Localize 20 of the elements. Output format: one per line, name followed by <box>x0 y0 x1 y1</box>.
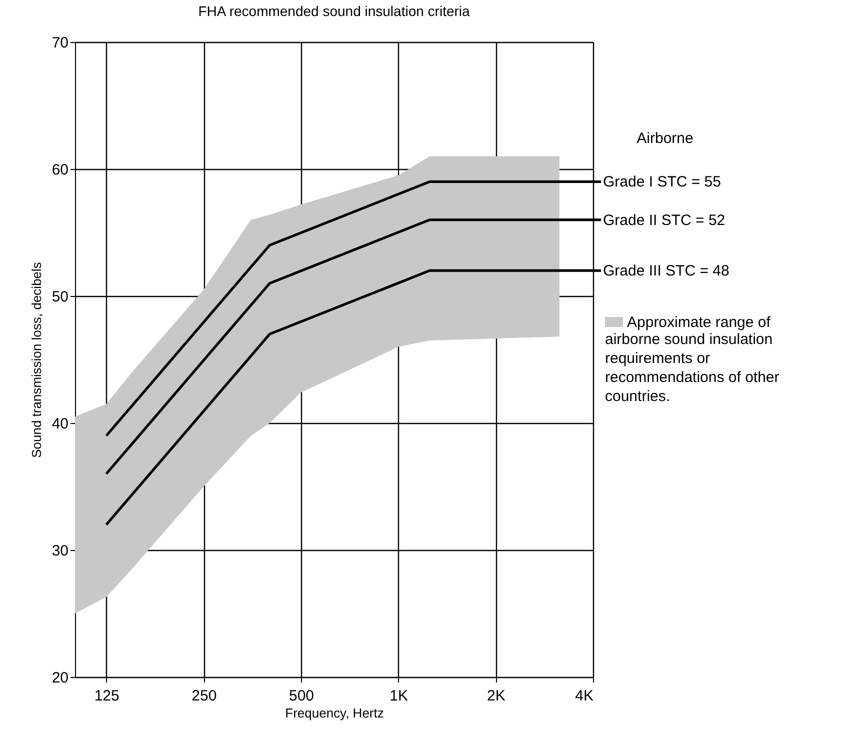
legend-label: Grade III STC = 48 <box>603 262 730 280</box>
y-axis-title: Sound transmission loss, decibels <box>28 262 44 458</box>
y-tick-label: 70 <box>52 34 68 52</box>
y-tick-label: 40 <box>52 416 68 432</box>
y-tick-label: 60 <box>52 162 68 178</box>
x-tick-label: 250 <box>192 688 217 704</box>
x-tick-label: 125 <box>94 688 120 704</box>
legend-label: Approximate range of airborne sound insulation requirements or recommendations of other countries. <box>605 314 780 405</box>
x-axis-title: Frequency, Hertz <box>285 706 384 720</box>
chart-title: FHA recommended sound insulation criteria <box>198 3 470 19</box>
x-tick-label: 4K <box>575 688 594 704</box>
y-tick-label: 50 <box>52 288 68 306</box>
x-tick-label: 500 <box>288 688 314 704</box>
y-tick-label: 20 <box>52 670 68 686</box>
legend-label: Grade I STC = 55 <box>603 174 721 191</box>
x-tick-label: 1K <box>390 688 408 704</box>
legend-label: Grade II STC = 52 <box>603 212 726 229</box>
x-tick-label: 2K <box>486 688 506 704</box>
y-tick-label: 30 <box>52 542 68 560</box>
legend-title: Airborne <box>636 130 694 147</box>
